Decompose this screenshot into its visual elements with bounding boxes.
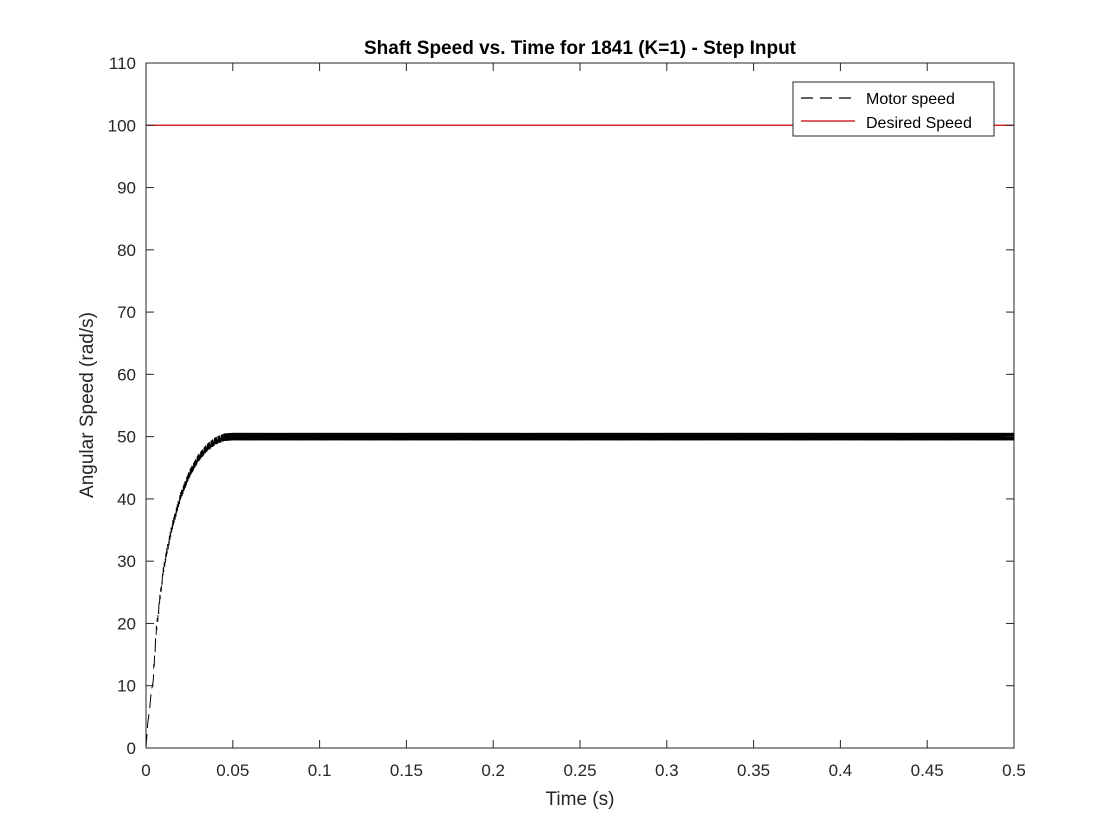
y-tick-label: 110	[109, 54, 136, 73]
x-tick-label: 0.25	[563, 761, 596, 780]
legend: Motor speed Desired Speed	[792, 81, 995, 137]
y-tick-label: 0	[127, 739, 136, 758]
legend-box	[792, 81, 995, 137]
x-tick-label: 0.2	[481, 761, 505, 780]
series-ripple-motor-speed	[223, 432, 1015, 441]
chart-title: Shaft Speed vs. Time for 1841 (K=1) - St…	[364, 38, 797, 59]
x-tick-label: 0.45	[911, 761, 944, 780]
y-tick-label: 70	[117, 303, 136, 322]
y-tick-label: 30	[117, 552, 136, 571]
y-tick-label: 40	[117, 490, 136, 509]
y-tick-label: 100	[108, 116, 136, 135]
x-tick-label: 0.35	[737, 761, 770, 780]
ticks-layer: 0 0.05 0.1 0.15 0.2 0.25 0.3 0.35 0.4 0.45 0.5 0 10 2…	[108, 54, 1026, 780]
x-tick-label: 0.5	[1002, 761, 1026, 780]
x-tick-label: 0.05	[216, 761, 249, 780]
x-tick-label: 0.4	[829, 761, 853, 780]
y-tick-label: 60	[117, 365, 136, 384]
x-axis-title: Time (s)	[546, 789, 615, 810]
y-tick-label: 50	[117, 428, 136, 447]
x-tick-label: 0	[141, 761, 150, 780]
y-axis-title: Angular Speed (rad/s)	[77, 312, 98, 498]
plot-area: 0 0.05 0.1 0.15 0.2 0.25 0.3 0.35 0.4 0.45 0.5 0 10 2…	[108, 54, 1026, 780]
x-tick-label: 0.15	[390, 761, 423, 780]
legend-label-motor-speed: Motor speed	[866, 91, 955, 108]
y-tick-label: 80	[117, 241, 136, 260]
y-tick-label: 10	[117, 677, 136, 696]
y-tick-label: 90	[117, 179, 136, 198]
x-tick-label: 0.3	[655, 761, 679, 780]
legend-label-desired-speed: Desired Speed	[866, 115, 972, 132]
plot-frame	[145, 62, 1015, 749]
y-tick-label: 20	[117, 614, 136, 633]
x-tick-label: 0.1	[308, 761, 332, 780]
